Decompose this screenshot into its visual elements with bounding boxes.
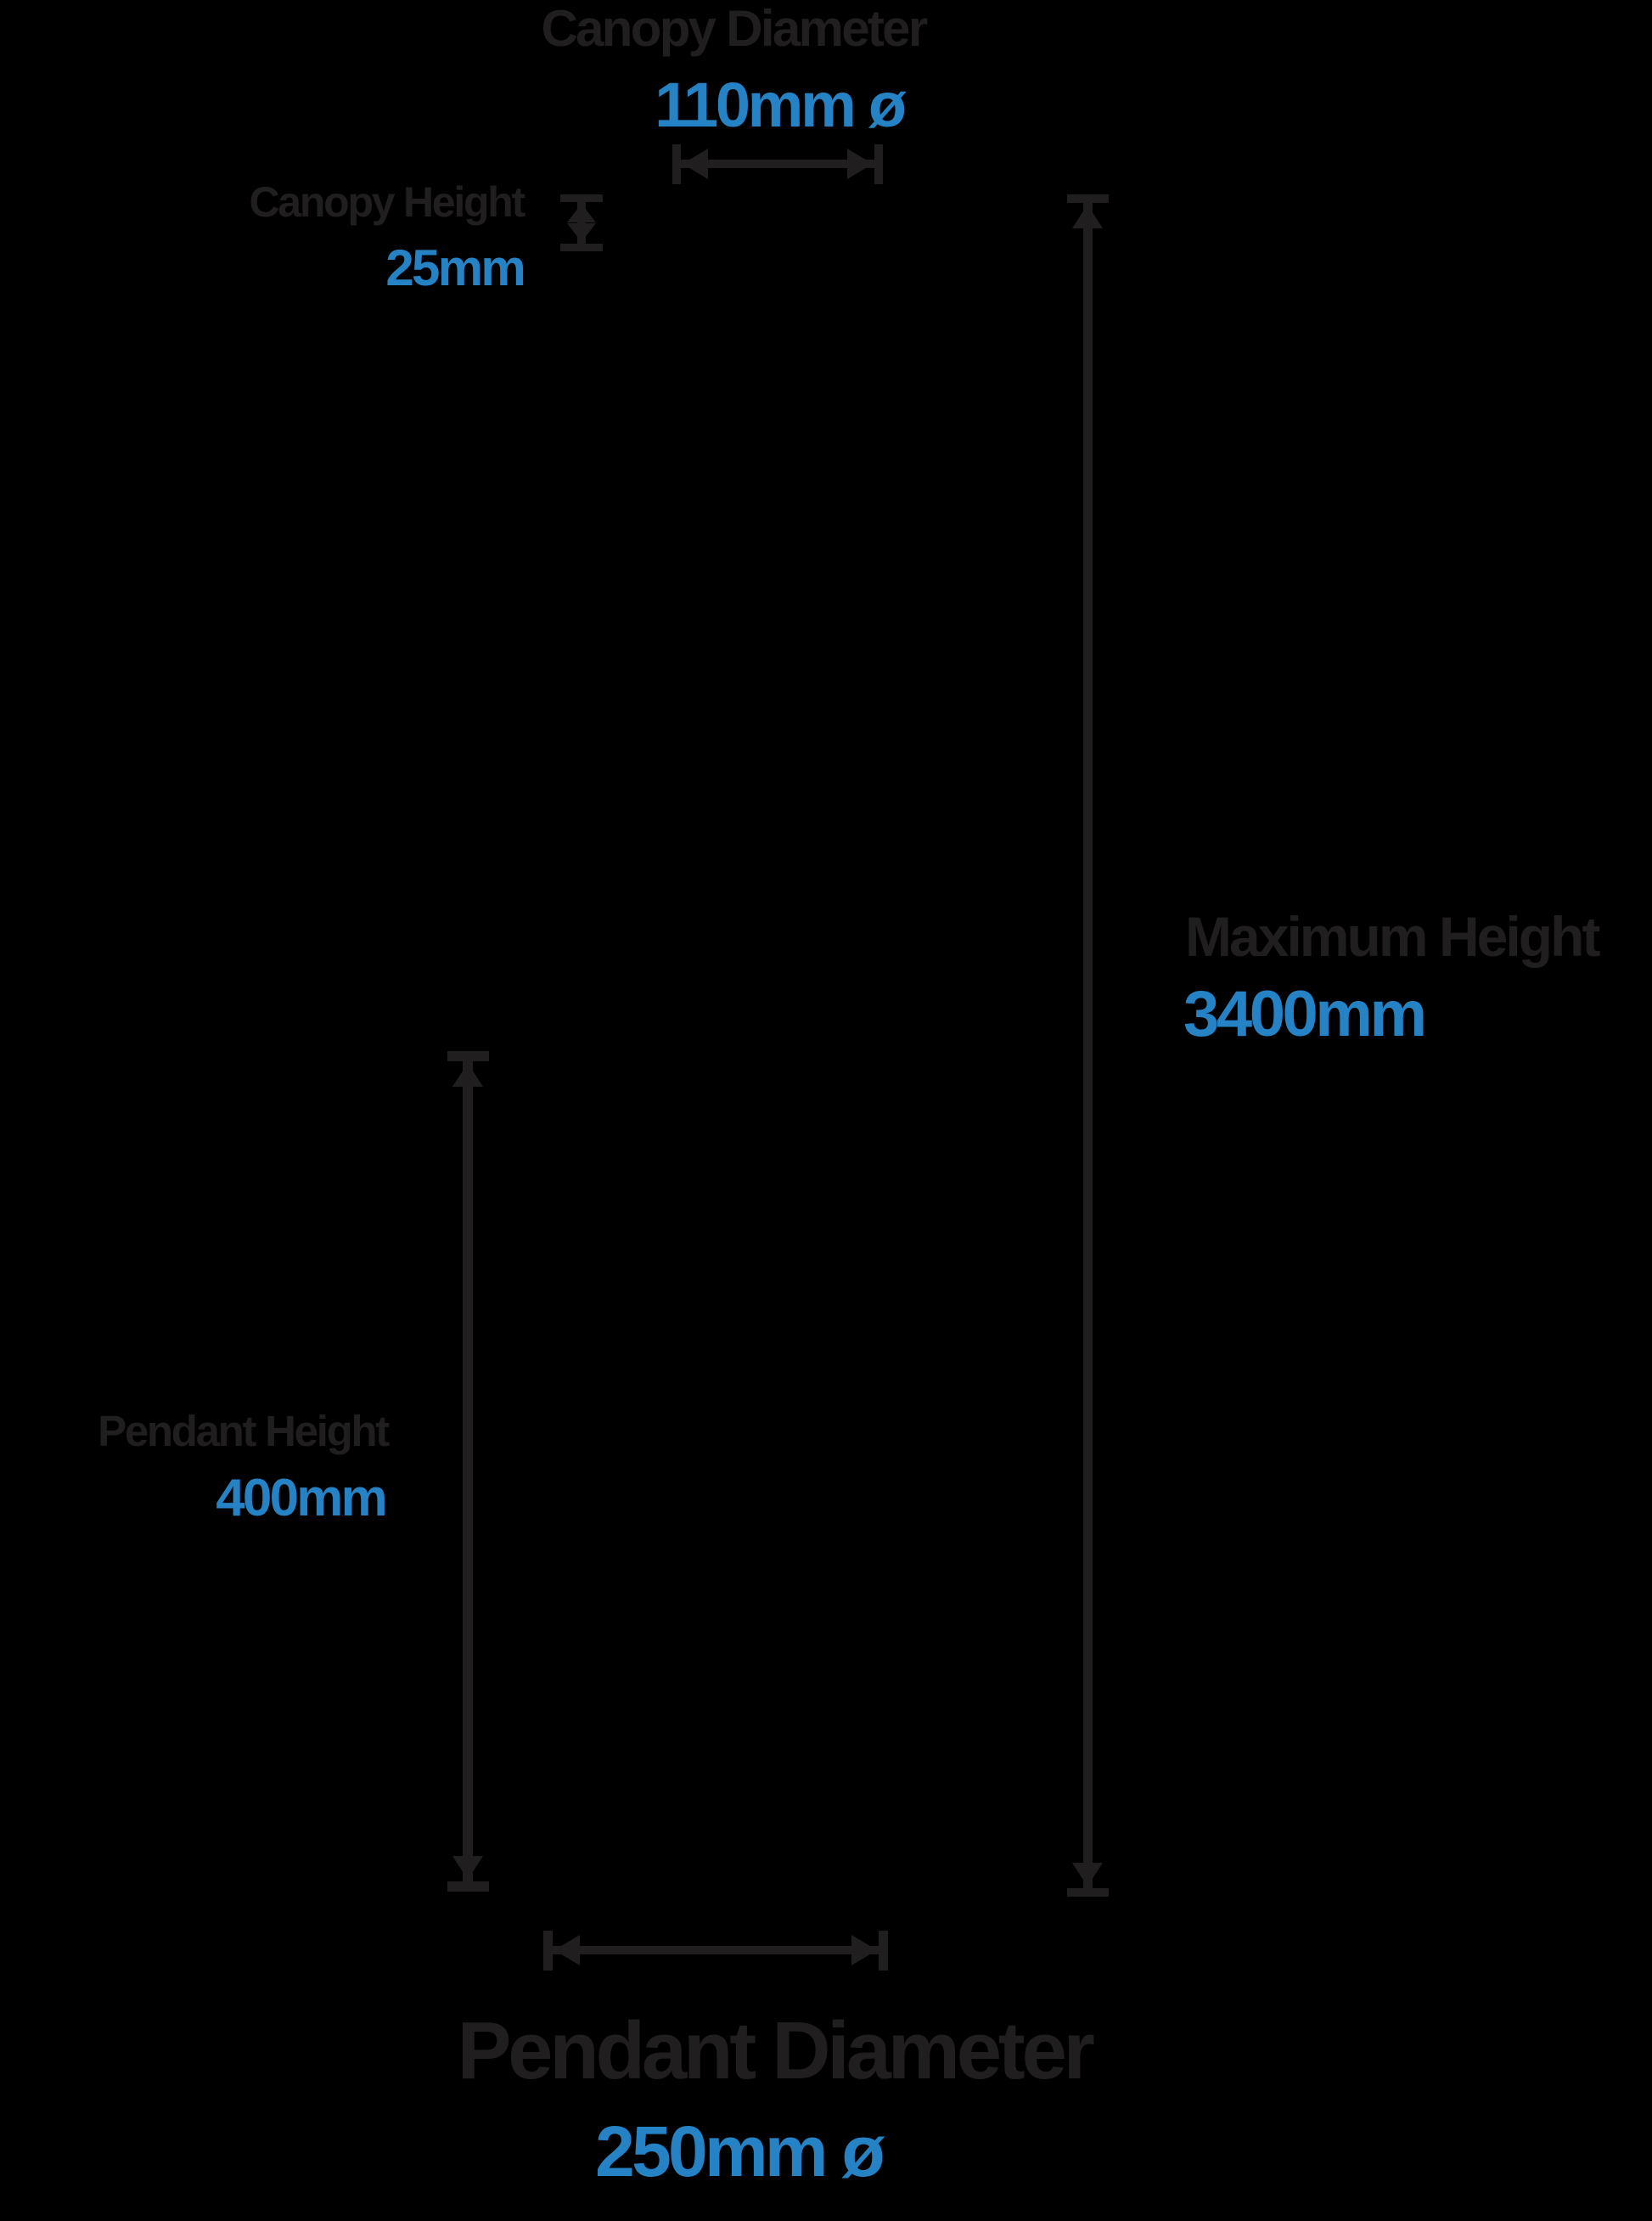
maximum-height-dimension-line bbox=[1067, 194, 1109, 1897]
canopy-diameter-value: 110mm ø bbox=[655, 70, 907, 140]
canopy-height-label: Canopy Height bbox=[249, 178, 525, 226]
pendant-diameter-label: Pendant Diameter bbox=[457, 2005, 1094, 2096]
arrow-right-icon bbox=[847, 149, 873, 179]
pendant-diameter-value: 250mm ø bbox=[595, 2111, 885, 2191]
canopy-height-value: 25mm bbox=[385, 239, 525, 296]
arrow-right-icon bbox=[851, 1935, 877, 1965]
pendant-height-dimension-line bbox=[447, 1051, 489, 1892]
canopy-diameter-label: Canopy Diameter bbox=[541, 0, 929, 57]
pendant-diameter-dimension-line bbox=[543, 1931, 888, 1971]
arrow-up-icon bbox=[1072, 205, 1103, 228]
pendant-height-value: 400mm bbox=[216, 1469, 388, 1527]
arrow-left-icon bbox=[554, 1935, 580, 1965]
arrow-down-icon bbox=[567, 223, 596, 242]
pendant-height-label: Pendant Height bbox=[98, 1407, 390, 1455]
canopy-height-dimension-line bbox=[560, 194, 603, 251]
arrow-up-icon bbox=[452, 1063, 483, 1087]
maximum-height-label: Maximum Height bbox=[1185, 905, 1600, 968]
arrow-left-icon bbox=[683, 149, 708, 179]
canopy-diameter-dimension-line bbox=[672, 144, 883, 184]
arrow-down-icon bbox=[452, 1856, 483, 1880]
arrow-down-icon bbox=[1072, 1863, 1103, 1886]
arrow-up-icon bbox=[567, 204, 596, 222]
maximum-height-value: 3400mm bbox=[1183, 978, 1427, 1050]
